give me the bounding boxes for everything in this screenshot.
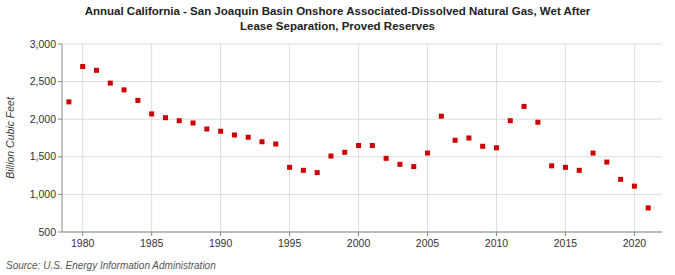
x-tick-label: 2000 (347, 237, 371, 249)
x-grid-line (151, 44, 152, 232)
x-tick (358, 232, 359, 236)
point (535, 120, 540, 125)
point (342, 150, 347, 155)
x-grid-line (565, 44, 566, 232)
point (315, 170, 320, 175)
point (66, 99, 71, 104)
x-tick (427, 232, 428, 236)
title-line: Lease Separation, Proved Reserves (240, 20, 435, 32)
point (466, 136, 471, 141)
y-tick-label: 2,000 (30, 113, 56, 125)
point (632, 184, 637, 189)
point (177, 118, 182, 123)
point (94, 68, 99, 73)
x-tick (496, 232, 497, 236)
x-axis-line (62, 232, 662, 233)
point (508, 118, 513, 123)
y-tick (58, 194, 62, 195)
point (604, 160, 609, 165)
x-grid-line (358, 44, 359, 232)
y-tick (58, 44, 62, 45)
x-tick (634, 232, 635, 236)
source: Source: U.S. Energy Information Administ… (6, 260, 216, 271)
x-tick (220, 232, 221, 236)
chart: Annual California - San Joaquin Basin On… (0, 0, 675, 275)
y-axis-line (62, 44, 63, 232)
point (411, 164, 416, 169)
y-grid-line (62, 232, 662, 233)
y-tick (58, 156, 62, 157)
point (246, 135, 251, 140)
point (356, 143, 361, 148)
x-grid-line (289, 44, 290, 232)
x-tick-label: 1990 (209, 237, 233, 249)
point (80, 64, 85, 69)
point (135, 98, 140, 103)
x-tick-label: 2020 (623, 237, 647, 249)
point (287, 165, 292, 170)
y-tick (58, 232, 62, 233)
title: Annual California - San Joaquin Basin On… (85, 5, 591, 32)
x-grid-line (82, 44, 83, 232)
point (204, 126, 209, 131)
grid (62, 44, 662, 232)
point (218, 129, 223, 134)
x-tick-label: 2005 (416, 237, 440, 249)
x-grid-line (496, 44, 497, 232)
point (563, 165, 568, 170)
y-tick (58, 81, 62, 82)
x-tick-label: 1980 (71, 237, 95, 249)
point (191, 120, 196, 125)
point (273, 142, 278, 147)
point (370, 143, 375, 148)
x-tick (565, 232, 566, 236)
point (149, 111, 154, 116)
y-tick (58, 119, 62, 120)
point (549, 163, 554, 168)
point (260, 139, 265, 144)
point (577, 168, 582, 173)
point (494, 145, 499, 150)
point (384, 156, 389, 161)
point (646, 205, 651, 210)
point (108, 81, 113, 86)
axes: 500 1,000 1,500 2,000 2,500 3,000 1980 1985 1990… (30, 38, 662, 250)
x-tick-label: 2015 (554, 237, 578, 249)
y-tick-label: 500 (38, 226, 56, 238)
x-grid-line (634, 44, 635, 232)
y-tick-label: 1,500 (30, 150, 56, 162)
point (163, 115, 168, 120)
point (301, 168, 306, 173)
y-axis-label: Billion Cubic Feet (4, 96, 16, 179)
x-grid-line (427, 44, 428, 232)
point (453, 138, 458, 143)
point (397, 162, 402, 167)
title-line: Annual California - San Joaquin Basin On… (85, 5, 591, 17)
x-grid-line (220, 44, 221, 232)
x-tick-label: 1995 (278, 237, 302, 249)
points (66, 64, 650, 210)
x-tick-label: 1985 (140, 237, 164, 249)
point (618, 177, 623, 182)
point (591, 151, 596, 156)
x-tick (151, 232, 152, 236)
x-tick-label: 2010 (485, 237, 509, 249)
point (425, 151, 430, 156)
point (480, 144, 485, 149)
y-tick-label: 3,000 (30, 38, 56, 50)
point (232, 132, 237, 137)
y-tick-label: 1,000 (30, 188, 56, 200)
point (439, 114, 444, 119)
point (328, 154, 333, 159)
x-tick (289, 232, 290, 236)
y-tick-label: 2,500 (30, 75, 56, 87)
x-tick (82, 232, 83, 236)
point (122, 87, 127, 92)
point (522, 104, 527, 109)
